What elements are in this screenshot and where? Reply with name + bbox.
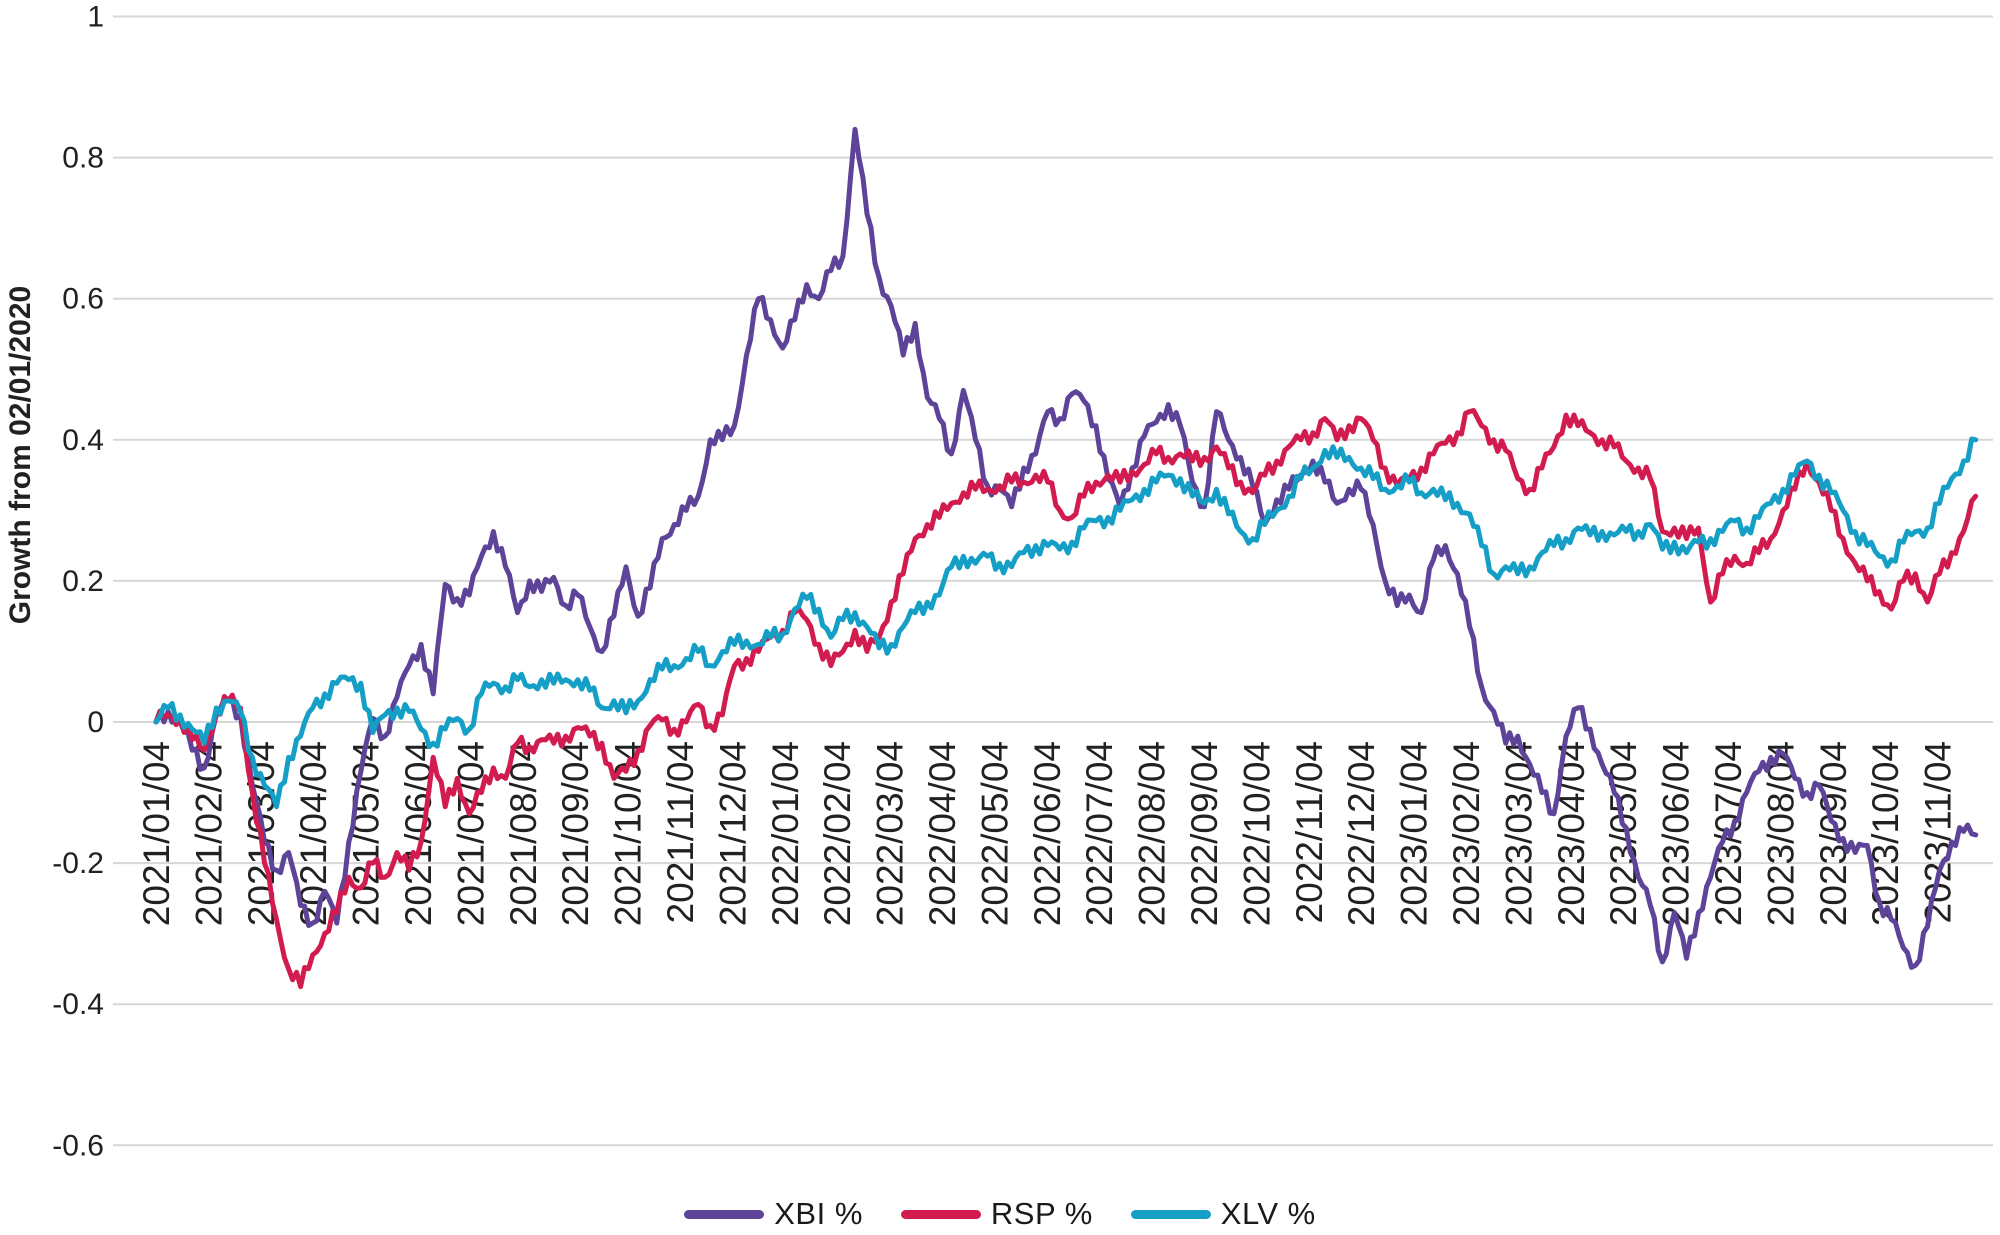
legend: XBI % RSP % XLV % [0, 1196, 2000, 1232]
x-tick-label: 2022/06/04 [1027, 741, 1068, 926]
x-tick-label: 2023/02/04 [1446, 741, 1487, 926]
x-tick-label: 2021/01/04 [136, 741, 177, 926]
x-tick-label: 2021/07/04 [450, 741, 491, 926]
legend-swatch-rsp [900, 1209, 981, 1219]
x-tick-label: 2022/02/04 [817, 741, 858, 926]
series-line-rsp [153, 408, 1979, 990]
y-tick-label: -0.4 [52, 988, 104, 1021]
x-tick-label: 2022/09/04 [1184, 741, 1225, 926]
y-tick-label: -0.6 [52, 1129, 104, 1162]
x-tick-label: 2022/11/04 [1289, 741, 1330, 923]
x-tick-label: 2023/01/04 [1394, 741, 1435, 926]
x-tick-label: 2022/03/04 [870, 741, 911, 926]
gridlines [113, 15, 1993, 1147]
x-tick-labels: 2021/01/04 2021/02/04 2021/03/04 2021/04/04… [136, 741, 1959, 926]
x-tick-label: 2023/05/04 [1603, 741, 1644, 926]
x-tick-label: 2022/12/04 [1341, 741, 1382, 926]
series-line-xbi [153, 126, 1979, 970]
legend-item-xlv: XLV % [1130, 1196, 1316, 1232]
x-tick-label: 2022/10/04 [1236, 741, 1277, 926]
series-line-xlv [153, 436, 1979, 810]
x-tick-label: 2022/08/04 [1132, 741, 1173, 926]
y-tick-label: 0.2 [62, 565, 104, 598]
x-tick-label: 2022/05/04 [974, 741, 1015, 926]
y-tick-label: 1 [87, 1, 104, 34]
x-tick-label: 2023/09/04 [1813, 741, 1854, 926]
x-tick-label: 2023/11/04 [1918, 741, 1959, 923]
legend-label: XBI % [774, 1196, 863, 1231]
y-axis-title: Growth from 02/01/2020 [4, 286, 37, 624]
legend-label: XLV % [1220, 1196, 1316, 1231]
x-tick-label: 2022/01/04 [765, 741, 806, 926]
series-lines [153, 126, 1979, 990]
x-tick-label: 2021/09/04 [555, 741, 596, 926]
x-tick-label: 2021/02/04 [188, 741, 229, 926]
x-tick-label: 2023/10/04 [1865, 741, 1906, 926]
legend-swatch-xbi [684, 1209, 765, 1219]
y-tick-labels: 1 0.8 0.6 0.4 0.2 0 -0.2 -0.4 -0.6 [52, 1, 104, 1163]
y-tick-label: 0.6 [62, 283, 104, 316]
legend-label: RSP % [990, 1196, 1093, 1231]
legend-swatch-xlv [1130, 1209, 1211, 1219]
y-tick-label: 0.4 [62, 424, 104, 457]
y-tick-label: 0.8 [62, 142, 104, 175]
x-tick-label: 2023/06/04 [1656, 741, 1697, 926]
y-tick-label: 0 [87, 706, 104, 739]
x-tick-label: 2023/04/04 [1551, 741, 1592, 926]
x-tick-label: 2021/12/04 [712, 741, 753, 926]
legend-item-rsp: RSP % [900, 1196, 1093, 1232]
x-tick-label: 2022/07/04 [1079, 741, 1120, 926]
x-tick-label: 2022/04/04 [922, 741, 963, 926]
x-tick-label: 2021/11/04 [660, 741, 701, 923]
y-tick-label: -0.2 [52, 847, 104, 880]
legend-item-xbi: XBI % [684, 1196, 863, 1232]
